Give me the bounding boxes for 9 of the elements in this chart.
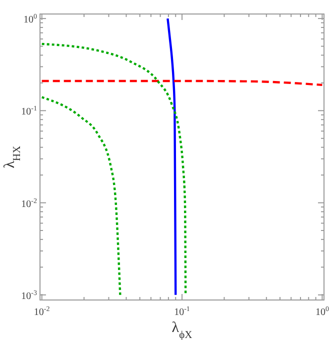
y-tick-label: 10$^{-1}$ (21, 104, 38, 118)
y-tick-label: 10$^{-3}$ (21, 288, 38, 302)
x-tick-label: 10$^{-1}$ (174, 305, 190, 318)
line-series (166, 17, 177, 296)
x-tick-label: 10$^{0}$ (315, 305, 330, 318)
x-tick-label: 10$^{-2}$ (34, 305, 50, 318)
y-tick-label: 10$^{-2}$ (21, 196, 38, 210)
x-axis-title: λ$_{ϕX}$ (172, 320, 193, 340)
y-tick-label: 10$^{0}$ (24, 12, 38, 26)
